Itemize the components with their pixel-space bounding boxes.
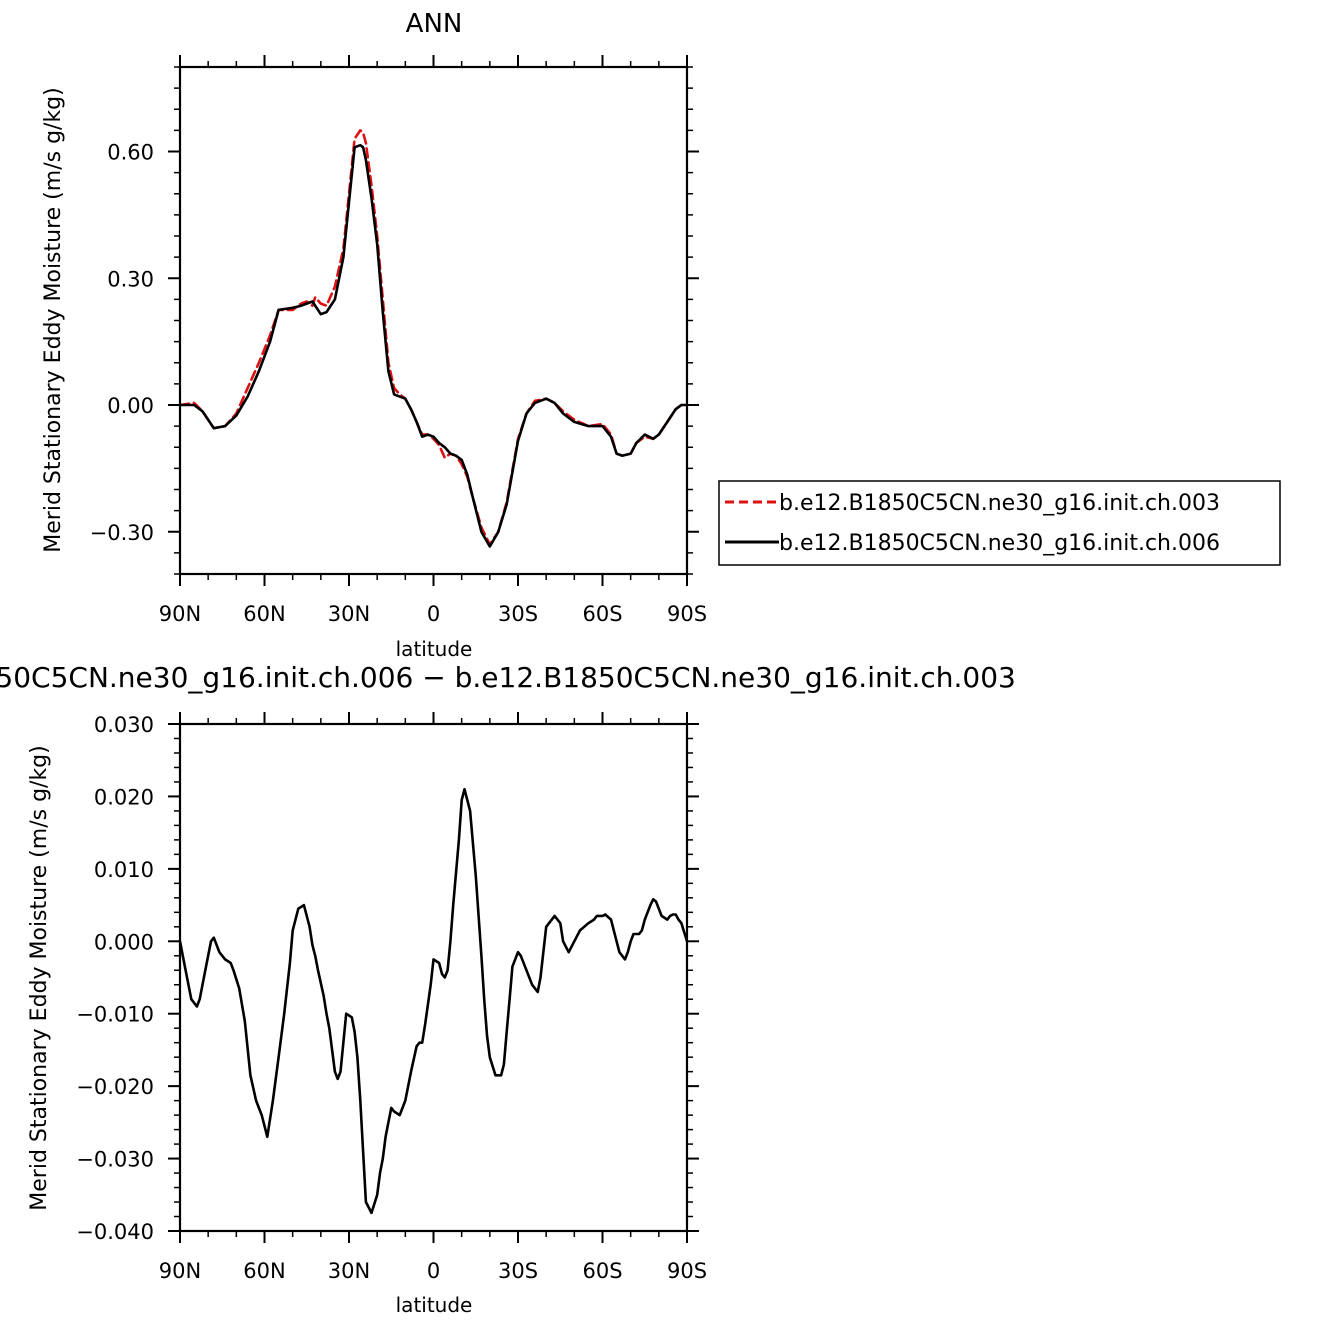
x-tick-label: 60S [582,602,622,626]
x-tick-label: 30N [328,1259,370,1283]
y-tick-label: 0.020 [94,785,154,809]
top-chart-title: ANN [406,9,463,39]
series-line-0-1 [178,143,689,548]
series-line-1-0 [178,787,689,1215]
x-tick-label: 60S [582,1259,622,1283]
y-tick-label: −0.020 [76,1075,154,1099]
bottom-plot-area: −0.040 −0.030 −0.020 −0.010 0.000 0.010 0.020 0… [76,712,707,1283]
y-tick-label: 0.30 [107,267,154,291]
x-tick-label: 90N [159,1259,201,1283]
y-tick-label: 0.60 [107,141,154,165]
bottom-x-axis-label: latitude [396,1293,473,1317]
top-panel: ANN −0.30 0.00 0.30 0.60 90N 60N 30N 0 30S 60S 90S… [41,9,707,661]
y-tick-label: 0.000 [94,930,154,954]
legend-label-ch003: b.e12.B1850C5CN.ne30_g16.init.ch.003 [779,491,1220,516]
y-tick-label: 0.030 [94,713,154,737]
y-tick-label: −0.030 [76,1148,154,1172]
series-line-0-0 [178,129,689,546]
x-tick-label: 60N [243,1259,285,1283]
y-tick-label: −0.040 [76,1220,154,1244]
y-tick-label: 0.010 [94,858,154,882]
legend: b.e12.B1850C5CN.ne30_g16.init.ch.003 b.e… [718,480,1281,566]
x-tick-label: 90S [667,1259,707,1283]
x-tick-label: 30S [498,602,538,626]
y-tick-label: 0.00 [107,394,154,418]
plot-frame [178,65,689,576]
top-plot-area: −0.30 0.00 0.30 0.60 90N 60N 30N 0 30S 60S 90S [90,55,707,626]
plot-frame [178,722,689,1233]
y-tick-label: −0.010 [76,1003,154,1027]
y-tick-label: −0.30 [90,521,154,545]
bottom-chart-title: b.e12.B1850C5CN.ne30_g16.init.ch.006 − b… [0,661,1016,694]
top-x-axis-label: latitude [396,637,473,661]
legend-label-ch006: b.e12.B1850C5CN.ne30_g16.init.ch.006 [779,531,1220,556]
x-tick-label: 30S [498,1259,538,1283]
x-tick-label: 30N [328,602,370,626]
bottom-panel: b.e12.B1850C5CN.ne30_g16.init.ch.006 − b… [0,661,1016,1317]
x-tick-label: 60N [243,602,285,626]
bottom-y-axis-label: Merid Stationary Eddy Moisture (m/s g/kg… [27,745,52,1210]
x-tick-label: 0 [427,1259,440,1283]
x-tick-label: 90S [667,602,707,626]
legend-box [718,480,1281,566]
x-tick-label: 0 [427,602,440,626]
top-y-axis-label: Merid Stationary Eddy Moisture (m/s g/kg… [41,87,66,552]
x-tick-label: 90N [159,602,201,626]
